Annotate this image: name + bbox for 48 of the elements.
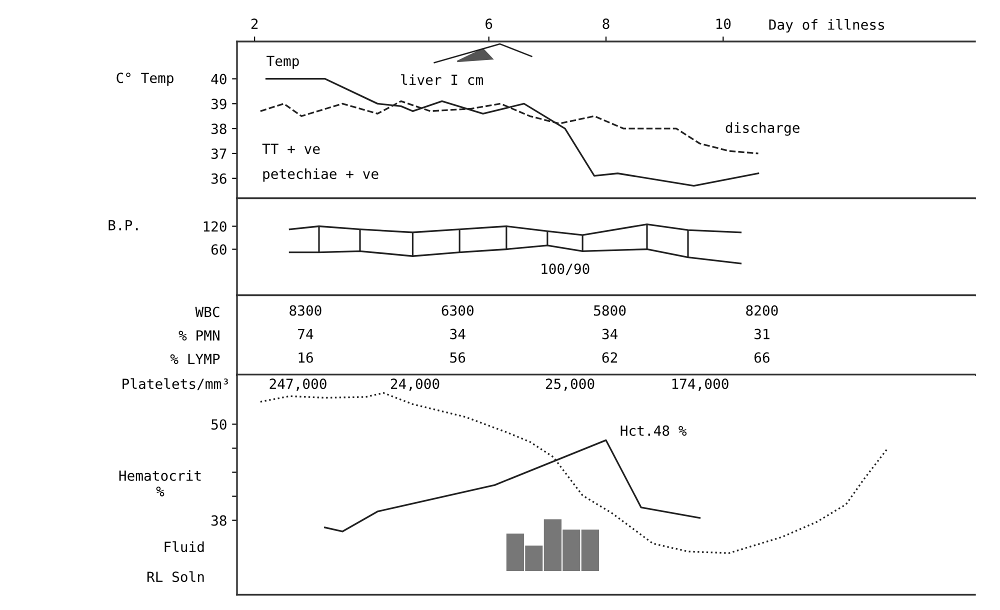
data-label: 31 [754, 328, 770, 340]
data-label: 5800 [594, 305, 626, 316]
data-label: 34 [602, 328, 618, 340]
annotation: 174,000 [672, 378, 728, 391]
series-label: Temp [266, 56, 299, 69]
y-tick-label: 36 [211, 173, 226, 184]
y-tick-label: 60 [211, 244, 226, 255]
text: Platelets/mm³ [122, 378, 228, 390]
y-tick-label: % PMN [178, 330, 220, 341]
data-label: 16 [298, 352, 313, 363]
y-tick-label: 39 [211, 98, 226, 110]
data-label: 34 [450, 328, 466, 340]
y-axis-title: Hematocrit % [119, 470, 201, 496]
x-tick-label: 2 [251, 18, 258, 29]
annotation: 24,000 [390, 378, 440, 391]
y-axis-title: B.P. [108, 220, 138, 230]
text: Fluid [164, 541, 204, 552]
y-axis-title: C° Temp [116, 72, 174, 86]
data-label: 62 [602, 352, 617, 363]
y-tick-label: WBC [195, 306, 220, 318]
y-tick-label: 38 [211, 515, 226, 526]
data-label: 8300 [290, 305, 322, 316]
x-tick-label: 10 [716, 18, 731, 30]
y-tick-label: 37 [211, 148, 226, 159]
y-tick-label: 120 [204, 221, 226, 232]
annotation: petechiae + ve [263, 168, 378, 182]
line-series [324, 439, 701, 532]
annotation: 247,000 [270, 378, 326, 391]
y-tick-label: 50 [212, 419, 226, 430]
data-label: 6300 [442, 305, 474, 316]
y-tick-label: 40 [211, 74, 226, 84]
y-tick-label: 38 [211, 124, 226, 134]
annotation: Hct.48 % [620, 425, 687, 436]
y-tick-label: % LYMP [170, 354, 220, 364]
data-label: 8200 [746, 305, 778, 316]
line-series [260, 392, 888, 554]
data-label: 56 [450, 352, 466, 363]
annotation: discharge [726, 122, 800, 136]
annotation: 25,000 [546, 378, 594, 391]
text: RL Soln [147, 571, 204, 582]
annotation: TT + ve [262, 144, 320, 154]
x-tick-label: 6 [486, 18, 492, 30]
x-axis-title: Day of illness [769, 19, 884, 33]
data-label: 74 [298, 328, 314, 340]
data-label: 66 [754, 352, 770, 363]
x-tick-label: 8 [602, 18, 610, 30]
annotation: liver I cm [401, 74, 483, 86]
annotation: 100/90 [542, 264, 590, 276]
